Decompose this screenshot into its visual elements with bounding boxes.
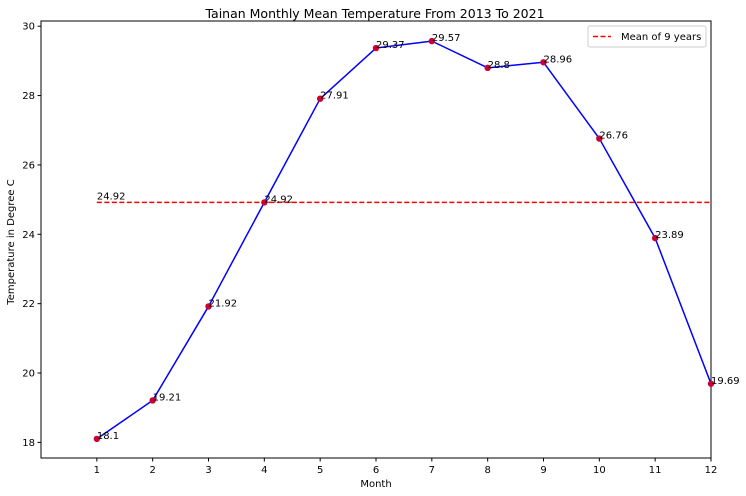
data-label: 26.76 — [599, 131, 628, 142]
x-tick-label: 4 — [261, 465, 267, 476]
x-tick-label: 11 — [649, 465, 662, 476]
data-label: 18.1 — [97, 431, 119, 442]
data-point — [540, 59, 547, 66]
data-label: 19.21 — [153, 392, 182, 403]
x-tick-label: 1 — [94, 465, 100, 476]
x-tick-label: 10 — [593, 465, 606, 476]
data-point — [428, 37, 436, 45]
data-point — [261, 199, 268, 206]
data-label: 19.69 — [711, 376, 740, 387]
chart-title: Tainan Monthly Mean Temperature From 201… — [204, 6, 544, 21]
x-axis: 1 2 3 4 5 6 7 8 9 10 11 12 — [94, 458, 718, 476]
data-point — [316, 95, 324, 102]
legend-entry-mean: Mean of 9 years — [621, 32, 701, 43]
data-label: 23.89 — [655, 230, 684, 241]
data-label: 24.92 — [264, 194, 293, 205]
data-point — [149, 397, 156, 404]
y-tick-label: 20 — [22, 369, 35, 380]
x-tick-label: 9 — [540, 465, 546, 476]
y-tick-label: 30 — [22, 22, 35, 33]
data-label: 27.91 — [320, 91, 349, 102]
x-tick-label: 7 — [429, 465, 435, 476]
data-point — [93, 435, 101, 443]
data-label: 28.8 — [488, 60, 510, 71]
data-point — [484, 64, 491, 72]
data-label: 28.96 — [544, 54, 573, 65]
legend-box — [587, 25, 707, 48]
data-point — [372, 44, 380, 52]
plot-frame — [40, 20, 712, 459]
y-tick-label: 24 — [22, 230, 35, 241]
data-label: 21.92 — [209, 298, 238, 309]
series-line — [96, 40, 712, 440]
data-point — [651, 234, 659, 242]
y-tick-label: 28 — [22, 91, 35, 102]
data-point — [205, 303, 212, 310]
x-tick-label: 8 — [484, 465, 490, 476]
y-tick-label: 18 — [22, 438, 35, 449]
x-tick-label: 12 — [705, 465, 718, 476]
mean-reference-group: 24.92 — [96, 191, 711, 204]
y-tick-label: 26 — [22, 160, 35, 171]
x-tick-label: 2 — [149, 465, 155, 476]
data-point — [596, 135, 603, 142]
series-group: 18.1 19.21 21.92 24.92 27.91 29.37 29.57 28.8 28… — [93, 33, 740, 443]
x-axis-label: Month — [360, 479, 391, 490]
data-label: 29.37 — [376, 40, 405, 51]
x-tick-label: 3 — [205, 465, 211, 476]
y-axis: 18 20 22 24 26 28 30 — [22, 22, 41, 449]
y-axis-label: Temperature in Degree C — [6, 179, 17, 305]
x-tick-label: 6 — [373, 465, 379, 476]
data-point — [707, 380, 715, 387]
legend: Mean of 9 years — [587, 25, 707, 48]
mean-line-label: 24.92 — [97, 191, 126, 202]
data-label: 29.57 — [432, 33, 461, 44]
y-tick-label: 22 — [22, 299, 35, 310]
x-tick-label: 5 — [317, 465, 323, 476]
